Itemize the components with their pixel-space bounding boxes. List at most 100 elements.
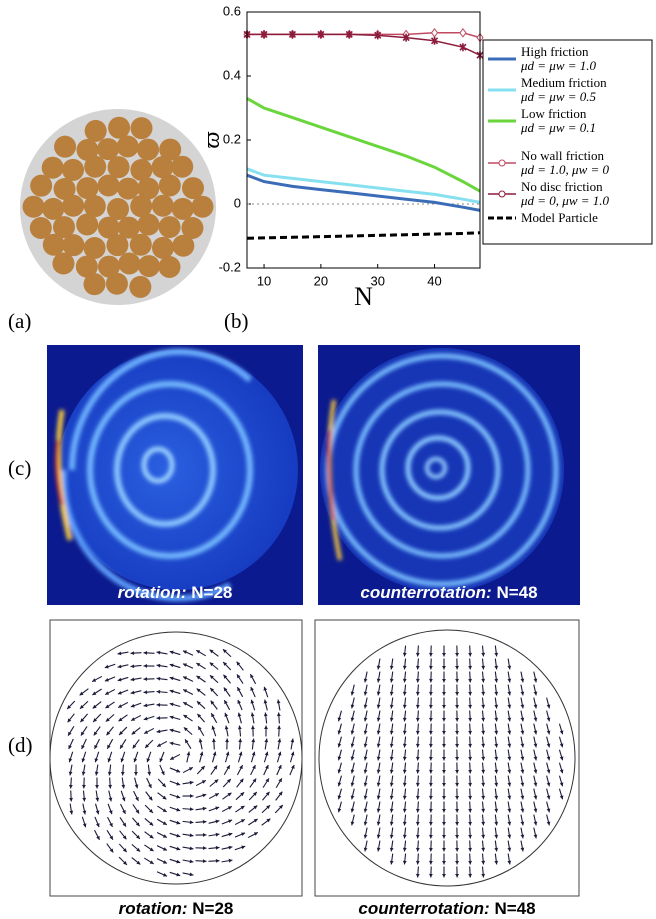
disc [62,195,84,217]
y-tick-label: 0.2 [223,131,241,146]
arrow-head [264,700,268,704]
arrow-head [238,739,242,743]
arrow-head [547,808,551,812]
disc [85,120,107,142]
arrow-head [364,731,368,735]
arrow-head [238,726,242,730]
arrow-head [442,783,446,787]
arrow-head [351,795,355,799]
arrow-head [468,757,472,761]
arrow-head [468,692,472,696]
arrow-head [455,835,459,839]
arrow-head [534,705,538,709]
arrow-head [442,809,446,813]
arrow-head [403,770,407,774]
arrow-head [416,848,420,852]
arrow-head [534,809,538,813]
arrow-head [144,651,148,655]
disc [138,255,160,277]
arrow-head [229,846,233,850]
panel-label: (c) [8,456,31,480]
arrow-head [429,731,433,735]
arrow-head [534,679,538,683]
arrow-head [481,835,485,839]
caption: rotation: N=28 [119,899,234,918]
arrow-head [108,785,112,789]
caption-n: N=28 [191,583,232,602]
disc [182,177,204,199]
arrow-head [468,718,472,722]
disc [171,156,193,178]
y-tick-label: -0.2 [219,259,241,274]
arrow-head [277,713,281,717]
arrow-head [403,835,407,839]
arrow-head [403,692,407,696]
arrow-head [416,822,420,826]
legend-label: Medium friction [521,75,607,90]
legend-label: No disc friction [521,179,603,194]
arrow-head [481,783,485,787]
arrow-head [351,808,355,812]
arrow-head [203,820,207,824]
disc [76,214,98,236]
disc [118,253,140,275]
arrow-head [429,757,433,761]
legend-label: No wall friction [521,148,605,163]
caption: counterrotation: N=48 [358,899,535,918]
arrow-head [403,705,407,709]
arrow-head [170,742,174,746]
legend-marker [499,191,505,197]
disc [84,156,106,178]
arrow-head [429,848,433,852]
disc [23,196,45,218]
panel-b: -0.200.20.40.610203040NϖHigh frictionμd … [199,3,652,311]
arrow-head [416,796,420,800]
arrow-head [364,679,368,683]
arrow-head [468,705,472,709]
arrow-head [109,798,113,802]
arrow-head [351,756,355,760]
arrow-head [157,716,161,720]
arrow-head [442,796,446,800]
arrow-head [416,861,420,865]
arrow-head [416,783,420,787]
arrow-head [442,692,446,696]
arrow-head [455,731,459,735]
arrow-head [481,718,485,722]
arrow-head [131,691,135,695]
arrow-head [534,718,538,722]
heatmap-counterrotation [318,345,580,605]
arrow-head [468,809,472,813]
arrow-head [364,718,368,722]
disc [137,214,159,236]
arrow-head [364,809,368,813]
arrow-head [455,796,459,800]
x-tick-label: 20 [314,273,328,288]
caption-mode: counterrotation: [358,899,489,918]
arrow-head [442,757,446,761]
arrow-head [547,704,551,708]
arrow-head [403,666,407,670]
panel-label: (b) [224,309,249,333]
heatmap-rotation [47,345,303,605]
arrow-head [455,666,459,670]
arrow-head [481,861,485,865]
disc [159,175,181,197]
frame [50,620,302,896]
arrow-head [455,861,459,865]
arrow-head [534,822,538,826]
arrow-head [144,677,148,681]
arrow-head [534,692,538,696]
arrow-head [203,859,207,863]
arrow-head [442,861,446,865]
arrow-head [547,743,551,747]
x-tick-label: 40 [427,273,441,288]
arrow-head [95,785,99,789]
x-axis-label: N [354,282,373,311]
arrow-head [416,809,420,813]
arrow-head [442,705,446,709]
series-line [247,175,480,210]
arrow-head [157,703,161,707]
arrow-head [429,718,433,722]
arrow-head [429,705,433,709]
